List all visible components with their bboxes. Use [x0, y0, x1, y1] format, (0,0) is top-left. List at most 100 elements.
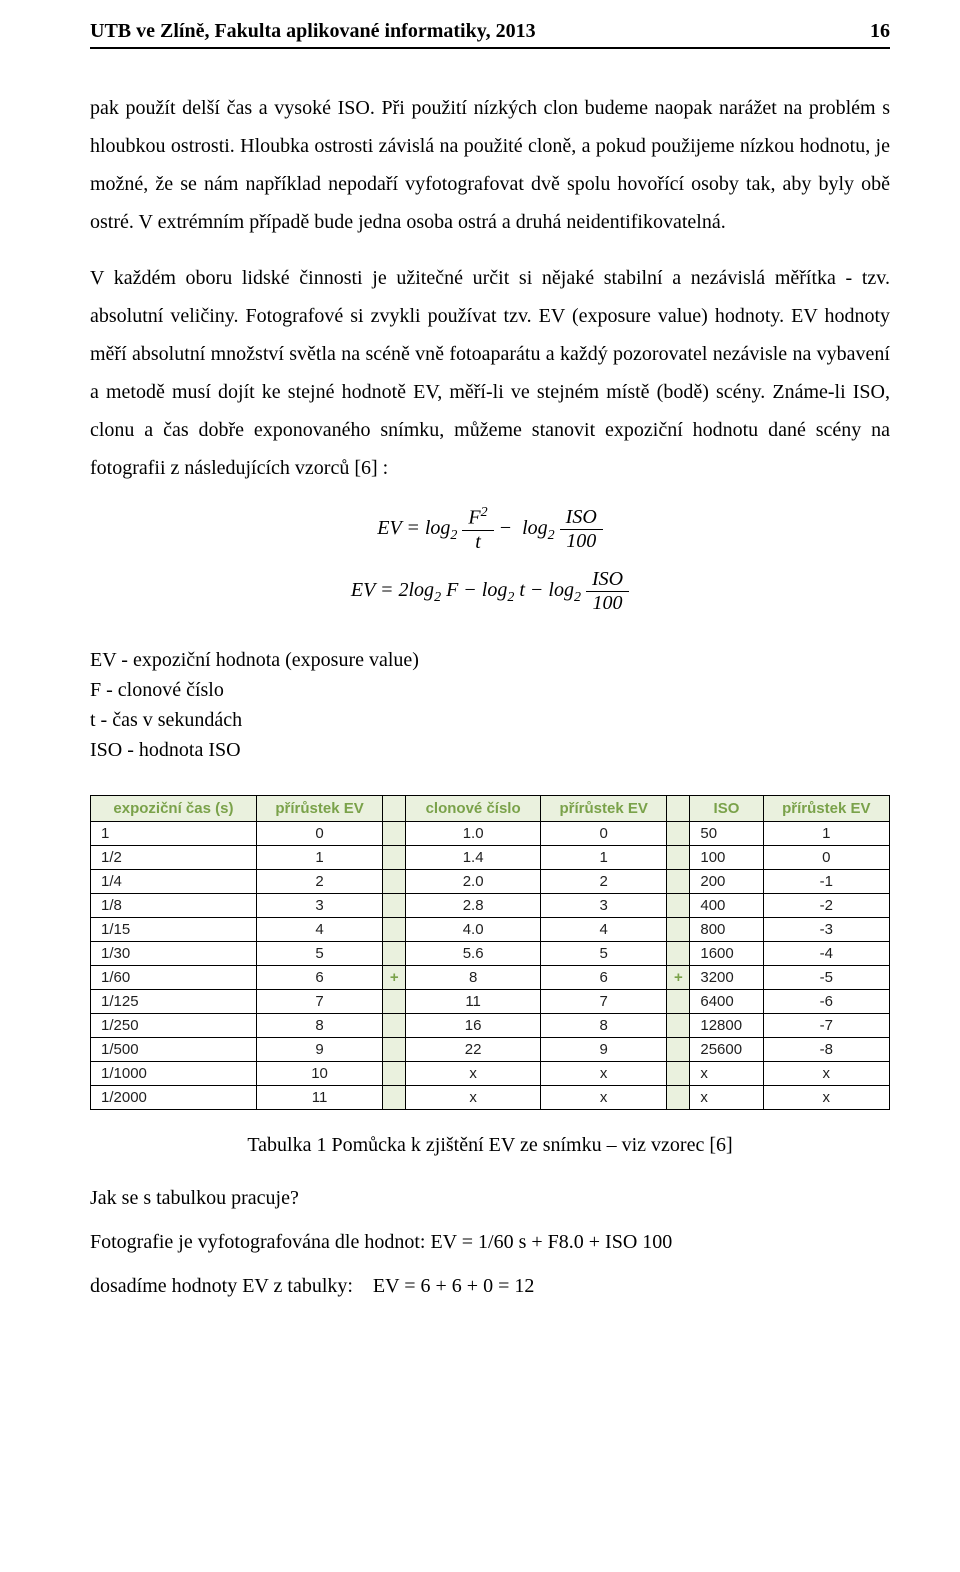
page-header: UTB ve Zlíně, Fakulta aplikované informa… [90, 20, 890, 49]
table-cell: 11 [406, 989, 541, 1013]
col-spacer-2 [667, 795, 690, 821]
log-base: 2 [548, 528, 555, 543]
table-cell: 2.0 [406, 869, 541, 893]
equals: = [375, 579, 399, 601]
col-ev-inc-2: přírůstek EV [540, 795, 666, 821]
table-cell: 11 [256, 1085, 382, 1109]
header-left: UTB ve Zlíně, Fakulta aplikované informa… [90, 20, 536, 43]
table-cell: 8 [540, 1013, 666, 1037]
table-cell [383, 1061, 406, 1085]
log: log [409, 579, 435, 601]
table-cell: -5 [763, 965, 889, 989]
table-cell [383, 989, 406, 1013]
table-cell [667, 845, 690, 869]
table-row: 1/500922925600-8 [91, 1037, 890, 1061]
table-cell [667, 1037, 690, 1061]
table-cell: 800 [690, 917, 763, 941]
table-cell: 7 [256, 989, 382, 1013]
ev-symbol: EV [377, 517, 401, 539]
minus: − [458, 579, 482, 601]
col-exp-time: expoziční čas (s) [91, 795, 257, 821]
table-row: 1/250816812800-7 [91, 1013, 890, 1037]
col-aperture: clonové číslo [406, 795, 541, 821]
table-cell: x [763, 1085, 889, 1109]
legend-f: F - clonové číslo [90, 675, 890, 705]
table-cell: x [406, 1085, 541, 1109]
table-cell [667, 893, 690, 917]
table-cell: 2.8 [406, 893, 541, 917]
log: log [482, 579, 508, 601]
formula-1: EV = log2 F2t − log2 ISO100 [90, 505, 890, 554]
table-cell [667, 989, 690, 1013]
table-cell: 1/4 [91, 869, 257, 893]
table-cell: -3 [763, 917, 889, 941]
table-cell [383, 941, 406, 965]
table-caption: Tabulka 1 Pomůcka k zjištění EV ze snímk… [90, 1134, 890, 1157]
ev-table: expoziční čas (s) přírůstek EV clonové č… [90, 795, 890, 1110]
table-cell: -1 [763, 869, 889, 893]
legend-t: t - čas v sekundách [90, 705, 890, 735]
header-page-number: 16 [870, 20, 890, 43]
hundred: 100 [560, 530, 603, 553]
table-cell: 200 [690, 869, 763, 893]
paragraph-2: V každém oboru lidské činnosti je užiteč… [90, 259, 890, 487]
iso: ISO [586, 568, 629, 592]
table-cell: x [540, 1061, 666, 1085]
table-row: 1/1544.04800-3 [91, 917, 890, 941]
table-cell: x [406, 1061, 541, 1085]
table-cell [383, 1037, 406, 1061]
table-cell: 16 [406, 1013, 541, 1037]
minus: − [525, 579, 549, 601]
table-cell [667, 1061, 690, 1085]
table-cell: 22 [406, 1037, 541, 1061]
table-cell: x [540, 1085, 666, 1109]
table-cell: 50 [690, 821, 763, 845]
table-cell: 1 [91, 821, 257, 845]
two: 2 [399, 579, 409, 601]
table-row: 101.00501 [91, 821, 890, 845]
table-row: 1/832.83400-2 [91, 893, 890, 917]
table-cell: 2 [256, 869, 382, 893]
col-spacer-1 [383, 795, 406, 821]
table-cell: 6400 [690, 989, 763, 1013]
table-cell: 3200 [690, 965, 763, 989]
col-ev-inc-1: přírůstek EV [256, 795, 382, 821]
fraction-f2-t: F2t [462, 505, 493, 554]
table-cell: 3 [540, 893, 666, 917]
table-cell: -4 [763, 941, 889, 965]
table-cell: 400 [690, 893, 763, 917]
example-result: dosadíme hodnoty EV z tabulky: EV = 6 + … [90, 1267, 890, 1305]
col-ev-inc-3: přírůstek EV [763, 795, 889, 821]
f-sq: 2 [481, 505, 488, 520]
table-cell: 1/2000 [91, 1085, 257, 1109]
table-cell [383, 1013, 406, 1037]
legend-ev: EV - expoziční hodnota (exposure value) [90, 645, 890, 675]
table-cell: -7 [763, 1013, 889, 1037]
table-cell [667, 941, 690, 965]
table-cell: 4 [256, 917, 382, 941]
log: log [548, 579, 574, 601]
table-row: 1/200011xxxx [91, 1085, 890, 1109]
table-cell: 4 [540, 917, 666, 941]
table-cell [667, 821, 690, 845]
table-cell: 1/2 [91, 845, 257, 869]
table-cell: 1/15 [91, 917, 257, 941]
log-base: 2 [574, 590, 581, 605]
log: log [425, 517, 451, 539]
log-base: 2 [507, 590, 514, 605]
table-cell: 12800 [690, 1013, 763, 1037]
table-row: 1/211.411000 [91, 845, 890, 869]
table-cell: x [763, 1061, 889, 1085]
table-cell: -8 [763, 1037, 889, 1061]
log: log [522, 517, 548, 539]
table-cell: 0 [256, 821, 382, 845]
example-values: Fotografie je vyfotografována dle hodnot… [90, 1223, 890, 1261]
table-cell: 8 [406, 965, 541, 989]
table-cell: x [690, 1061, 763, 1085]
table-cell: 1.4 [406, 845, 541, 869]
table-cell: 1/1000 [91, 1061, 257, 1085]
table-cell: 1 [763, 821, 889, 845]
table-cell: 1600 [690, 941, 763, 965]
table-cell: 4.0 [406, 917, 541, 941]
table-cell: 25600 [690, 1037, 763, 1061]
